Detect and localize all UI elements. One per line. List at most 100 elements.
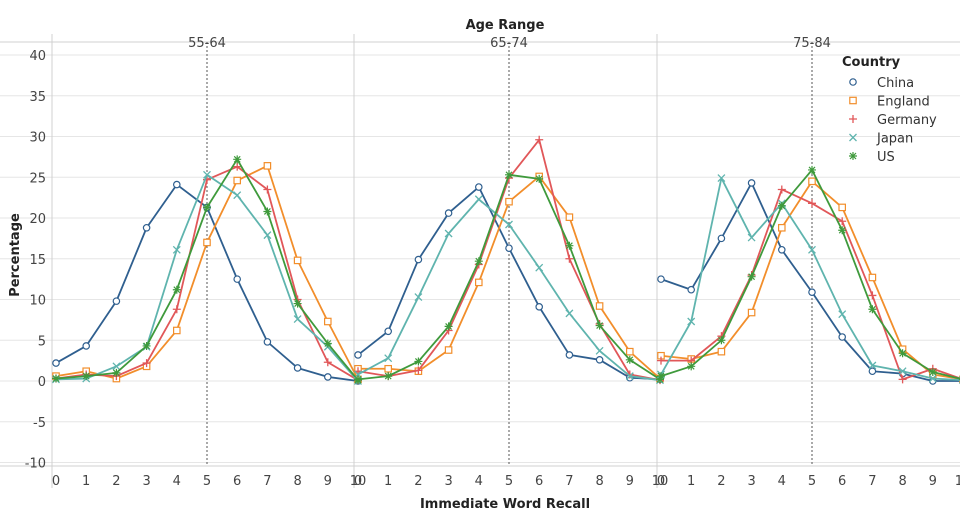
data-point-china <box>565 351 574 359</box>
series-china-75-84 <box>657 179 960 385</box>
data-point-japan <box>747 233 756 242</box>
panel-label-75-84: 75-84 <box>793 36 831 51</box>
data-point-us <box>808 165 816 174</box>
data-point-germany <box>142 359 151 368</box>
data-point-england <box>475 278 483 287</box>
panel-label-55-64: 55-64 <box>188 36 226 51</box>
legend-marker-england <box>849 96 857 105</box>
data-point-china <box>82 342 91 350</box>
data-point-china <box>112 297 121 305</box>
data-point-us <box>263 207 272 216</box>
x-tick-label: 10 <box>652 474 669 489</box>
data-point-china <box>263 338 272 346</box>
data-point-japan <box>838 310 847 319</box>
data-point-japan <box>717 174 726 183</box>
data-point-us <box>444 322 453 331</box>
series-japan-65-74 <box>354 195 664 385</box>
y-tick-label: 15 <box>29 253 46 268</box>
data-point-china <box>323 373 332 381</box>
data-point-japan <box>384 354 393 363</box>
data-point-england <box>324 317 332 326</box>
x-tick-label: 8 <box>293 474 301 489</box>
x-tick-label: 1 <box>82 474 90 489</box>
data-point-germany <box>868 291 877 300</box>
data-point-england <box>233 176 242 185</box>
y-tick-label: -10 <box>25 457 46 472</box>
data-point-us <box>657 372 665 381</box>
data-point-japan <box>263 231 272 240</box>
data-point-us <box>898 349 907 358</box>
legend-item-us: US <box>877 150 895 165</box>
data-point-japan <box>687 317 696 326</box>
data-point-england <box>868 273 877 282</box>
x-tick-label: 4 <box>475 474 483 489</box>
data-point-japan <box>868 361 877 370</box>
series-england-75-84 <box>657 177 960 384</box>
x-tick-label: 1 <box>687 474 695 489</box>
reference-lines <box>206 42 813 466</box>
legend-marker-china <box>849 78 857 86</box>
x-tick-label: 2 <box>717 474 725 489</box>
x-tick-label: 0 <box>354 474 362 489</box>
y-tick-label: 20 <box>29 212 46 227</box>
data-point-us <box>172 285 181 294</box>
y-tick-label: 25 <box>29 171 46 186</box>
data-point-china <box>142 223 151 232</box>
data-point-england <box>717 347 726 356</box>
data-point-china <box>233 275 242 283</box>
x-tick-label: 10 <box>955 474 960 489</box>
data-point-china <box>717 234 726 243</box>
data-point-germany <box>414 366 423 375</box>
data-point-china <box>595 356 604 364</box>
x-tick-label: 5 <box>808 474 816 489</box>
data-point-us <box>868 305 877 314</box>
data-point-us <box>838 226 847 235</box>
y-tick-label: 40 <box>29 49 46 64</box>
x-tick-label: 6 <box>838 474 846 489</box>
data-point-japan <box>414 293 423 302</box>
data-point-china <box>868 367 877 376</box>
data-point-japan <box>293 315 302 324</box>
series-us-65-74 <box>354 170 664 384</box>
legend-title: Country <box>842 55 901 70</box>
data-point-germany <box>233 162 242 171</box>
y-tick-label: 35 <box>29 90 46 105</box>
data-point-china <box>657 275 665 283</box>
data-point-us <box>203 203 211 212</box>
data-point-us <box>323 339 332 348</box>
data-point-us <box>414 357 423 366</box>
data-point-germany <box>535 135 544 144</box>
series-us-55-64 <box>52 155 362 385</box>
series-us-75-84 <box>657 165 960 383</box>
data-point-us <box>656 375 664 384</box>
data-point-germany <box>838 217 847 226</box>
x-tick-label: 4 <box>778 474 786 489</box>
data-point-japan <box>112 362 121 371</box>
data-point-us <box>747 272 756 281</box>
y-tick-label: -5 <box>33 416 46 431</box>
data-point-germany <box>263 185 272 194</box>
y-tick-label: 5 <box>38 334 46 349</box>
data-point-us <box>52 374 60 383</box>
data-point-germany <box>898 375 907 384</box>
data-point-us <box>142 341 151 350</box>
x-tick-label: 3 <box>142 474 150 489</box>
x-tick-label: 2 <box>112 474 120 489</box>
data-point-us <box>384 372 393 381</box>
data-point-us <box>82 372 91 381</box>
data-point-england <box>595 302 604 310</box>
x-tick-label: 1 <box>384 474 392 489</box>
y-tick-label: 0 <box>38 375 46 390</box>
data-point-japan <box>203 170 211 179</box>
x-tick-label: 4 <box>173 474 181 489</box>
data-point-japan <box>625 372 634 381</box>
y-tick-label: 10 <box>29 294 46 309</box>
data-point-japan <box>928 374 937 383</box>
data-point-japan <box>808 245 816 254</box>
data-point-japan <box>172 245 181 254</box>
data-point-china <box>384 327 393 336</box>
data-point-us <box>474 257 483 266</box>
data-point-us <box>354 375 362 384</box>
data-point-england <box>777 223 786 232</box>
